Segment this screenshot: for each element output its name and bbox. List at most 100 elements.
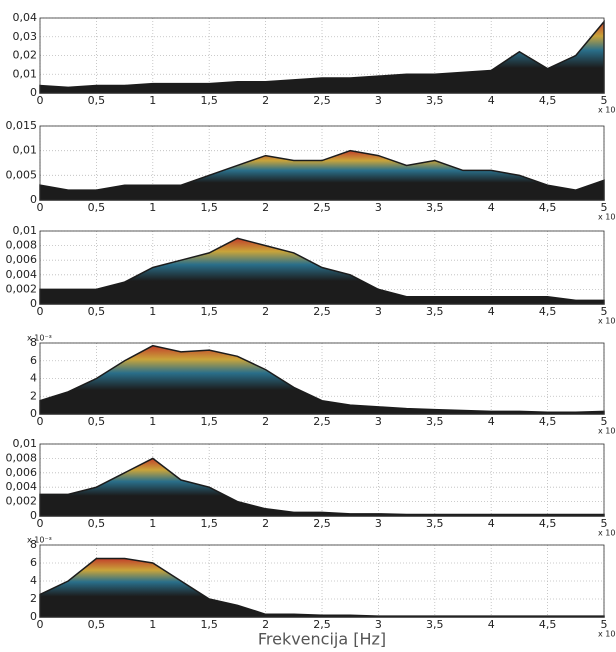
x-tick-label: 4,5 bbox=[539, 618, 557, 631]
y-tick-label: 0,008 bbox=[6, 451, 38, 464]
y-multiplier: x 10⁻³ bbox=[27, 536, 52, 545]
y-tick-label: 0,006 bbox=[6, 466, 38, 479]
y-tick-label: 0,01 bbox=[13, 67, 38, 80]
spectrum-area bbox=[39, 149, 605, 201]
x-tick-label: 2 bbox=[262, 415, 269, 428]
plot-frame bbox=[39, 230, 605, 305]
x-tick-label: 1 bbox=[149, 517, 156, 530]
y-tick-label: 0,01 bbox=[13, 224, 38, 237]
x-tick-label: 3 bbox=[375, 305, 382, 318]
x-tick-label: 0,5 bbox=[88, 517, 106, 530]
y-tick-label: 0 bbox=[30, 610, 37, 623]
x-tick-label: 4 bbox=[488, 517, 495, 530]
x-tick-label: 3,5 bbox=[426, 305, 444, 318]
plot-frame bbox=[39, 17, 605, 94]
x-tick-label: 2,5 bbox=[313, 94, 331, 107]
x-tick-label: 1,5 bbox=[200, 618, 218, 631]
x-tick-label: 4,5 bbox=[539, 305, 557, 318]
x-tick-label: 4 bbox=[488, 305, 495, 318]
x-tick-label: 2 bbox=[262, 305, 269, 318]
x-tick-label: 4,5 bbox=[539, 94, 557, 107]
x-tick-label: 0,5 bbox=[88, 618, 106, 631]
x-tick-label: 1,5 bbox=[200, 201, 218, 214]
plot-frame bbox=[39, 342, 605, 415]
x-tick-label: 3,5 bbox=[426, 517, 444, 530]
x-tick-label: 2,5 bbox=[313, 201, 331, 214]
x-tick-label: 4 bbox=[488, 201, 495, 214]
x-tick-label: 0,5 bbox=[88, 94, 106, 107]
y-tick-label: 0 bbox=[30, 297, 37, 310]
x-tick-label: 0 bbox=[37, 201, 44, 214]
plot-frame bbox=[39, 443, 605, 517]
plot-frame bbox=[39, 125, 605, 201]
y-tick-label: 6 bbox=[30, 556, 37, 569]
x-multiplier: x 10⁵ bbox=[598, 213, 616, 222]
x-tick-label: 3 bbox=[375, 415, 382, 428]
x-tick-label: 0 bbox=[37, 517, 44, 530]
y-tick-label: 0 bbox=[30, 407, 37, 420]
x-multiplier: x 10⁵ bbox=[598, 529, 616, 538]
y-tick-label: 0,004 bbox=[6, 480, 38, 493]
subplot: 0 0,5 1 1,5 2 2,5 3 3,5 4 4,5 500,0020,0040,0060,0… bbox=[6, 437, 616, 538]
x-tick-label: 1 bbox=[149, 94, 156, 107]
x-tick-label: 3 bbox=[375, 94, 382, 107]
y-tick-label: 0,03 bbox=[13, 30, 38, 43]
x-tick-label: 5 bbox=[601, 305, 608, 318]
x-tick-label: 1 bbox=[149, 618, 156, 631]
y-tick-label: 4 bbox=[30, 574, 37, 587]
x-tick-label: 3,5 bbox=[426, 201, 444, 214]
y-tick-label: 0,006 bbox=[6, 253, 38, 266]
y-tick-label: 0,01 bbox=[13, 437, 38, 450]
plot-frame bbox=[39, 544, 605, 618]
x-tick-label: 1 bbox=[149, 415, 156, 428]
x-tick-label: 0 bbox=[37, 305, 44, 318]
x-tick-label: 4 bbox=[488, 415, 495, 428]
x-tick-label: 4,5 bbox=[539, 415, 557, 428]
y-tick-label: 0,005 bbox=[6, 168, 38, 181]
x-tick-label: 1 bbox=[149, 201, 156, 214]
x-tick-label: 0 bbox=[37, 94, 44, 107]
y-tick-label: 0,01 bbox=[13, 144, 38, 157]
y-tick-label: 0,004 bbox=[6, 268, 38, 281]
y-tick-label: 0,04 bbox=[13, 11, 38, 24]
x-tick-label: 2,5 bbox=[313, 415, 331, 428]
x-tick-label: 2 bbox=[262, 201, 269, 214]
y-tick-label: 0,02 bbox=[13, 49, 38, 62]
subplot: 0 0,5 1 1,5 2 2,5 3 3,5 4 4,5 5 0 0,01 0,02 0,03 0,04 x … bbox=[13, 11, 616, 115]
x-tick-label: 3,5 bbox=[426, 415, 444, 428]
y-tick-label: 0 bbox=[30, 193, 37, 206]
x-tick-label: 2 bbox=[262, 94, 269, 107]
y-tick-label: 2 bbox=[30, 389, 37, 402]
spectrum-area bbox=[39, 344, 605, 415]
x-tick-label: 4,5 bbox=[539, 517, 557, 530]
spectrum-area bbox=[39, 557, 605, 618]
x-tick-label: 4 bbox=[488, 618, 495, 631]
x-tick-label: 1 bbox=[149, 305, 156, 318]
spectrum-area bbox=[39, 457, 605, 517]
x-tick-label: 3 bbox=[375, 201, 382, 214]
x-multiplier: x 10⁵ bbox=[598, 427, 616, 436]
x-tick-label: 0 bbox=[37, 618, 44, 631]
y-tick-label: 0,008 bbox=[6, 239, 38, 252]
x-tick-label: 3 bbox=[375, 618, 382, 631]
x-tick-label: 0,5 bbox=[88, 415, 106, 428]
x-tick-label: 5 bbox=[601, 415, 608, 428]
y-tick-label: 0 bbox=[30, 86, 37, 99]
x-tick-label: 2 bbox=[262, 618, 269, 631]
spectrum-area bbox=[39, 19, 605, 94]
x-tick-label: 3,5 bbox=[426, 618, 444, 631]
spectrum-area bbox=[39, 237, 605, 305]
x-tick-label: 2,5 bbox=[313, 305, 331, 318]
x-tick-label: 3,5 bbox=[426, 94, 444, 107]
x-tick-label: 5 bbox=[601, 201, 608, 214]
y-tick-label: 0,002 bbox=[6, 282, 38, 295]
x-tick-label: 4 bbox=[488, 94, 495, 107]
subplot: 0 0,5 1 1,5 2 2,5 3 3,5 4 4,5 5 0 0,005 0,01 0,015 x 10… bbox=[6, 119, 616, 222]
x-tick-label: 5 bbox=[601, 94, 608, 107]
x-tick-label: 5 bbox=[601, 618, 608, 631]
y-tick-label: 0 bbox=[30, 509, 37, 522]
x-multiplier: x 10⁵ bbox=[598, 317, 616, 326]
x-multiplier: x 10⁵ bbox=[598, 106, 616, 115]
x-tick-label: 2 bbox=[262, 517, 269, 530]
